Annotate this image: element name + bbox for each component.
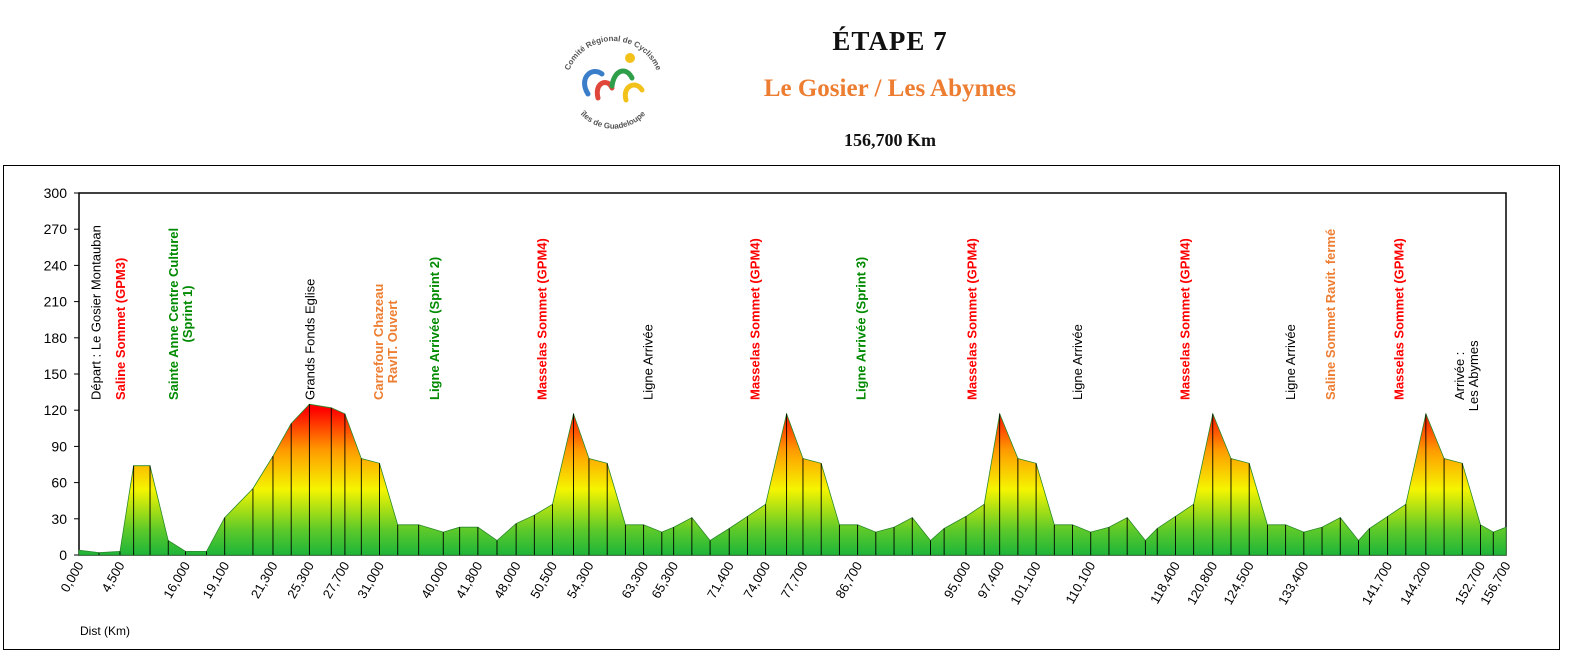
x-tick-label: 120,800 [1184,559,1220,607]
x-tick-label: 77,700 [778,559,811,601]
stage-distance: 156,700 Km [844,130,936,150]
x-tick-label: 71,400 [704,559,737,601]
profile-vertical-lines [98,404,1494,555]
x-tick-label: 133,400 [1275,559,1311,607]
x-tick-label: 86,700 [832,559,865,601]
waypoint-annotation-line: Masselas Sommet (GPM4) [964,238,979,400]
waypoint-annotation: Masselas Sommet (GPM4) [1178,238,1193,400]
waypoint-annotation: Ligne Arrivée [1070,324,1085,400]
x-tick-label: 40,000 [418,559,451,601]
waypoint-annotation-line: Saline Sommet Ravit. fermé [1323,229,1338,400]
waypoint-annotation-line: Carrefour Chazeau [371,284,386,400]
waypoint-annotation-line: Ligne Arrivée (Sprint 2) [427,257,442,400]
x-tick-label: 141,700 [1359,559,1395,607]
waypoint-annotation-line: Masselas Sommet (GPM4) [1392,238,1407,400]
waypoint-annotation: Arrivée : Les Abymes [1452,340,1481,411]
waypoint-annotation: Départ : Le Gosier Montauban [88,225,103,400]
x-tick-label: 74,000 [740,559,773,601]
x-tick-label: 97,400 [974,559,1007,601]
stage-title: ÉTAPE 7 [832,26,948,56]
cycling-committee-logo: Comité Régional de Cyclisme îles de Guad… [563,34,664,131]
waypoint-annotation-line: Grands Fonds Eglise [302,279,317,400]
x-tick-label: 65,300 [648,559,681,601]
y-axis: 0 30 60 90 120 150 180 210 240 270 300 [44,185,79,563]
waypoint-annotation-line: RavIT. Ouvert [385,300,400,384]
x-tick-label: 118,400 [1147,559,1183,606]
waypoint-annotation-line: Ligne Arrivée [1070,324,1085,400]
waypoint-annotation-line: Départ : Le Gosier Montauban [88,225,103,400]
waypoint-annotation-line: Masselas Sommet (GPM4) [1178,238,1193,400]
y-tick-label: 150 [44,366,68,382]
waypoint-annotation-line: Arrivée : [1452,352,1467,400]
x-axis: 0,000 4,500 16,000 19,100 21,300 25,300 27,700… [57,559,1513,607]
waypoint-annotation: Grands Fonds Eglise [302,279,317,400]
y-tick-label: 210 [44,294,68,310]
x-tick-label: 27,700 [320,559,353,601]
x-tick-label: 144,200 [1397,559,1433,607]
x-tick-label: 50,500 [527,559,560,601]
waypoint-annotation-line: (Sprint 1) [180,285,195,342]
y-tick-label: 120 [44,402,68,418]
waypoint-annotation: Saline Sommet (GPM3) [113,258,128,400]
waypoint-annotation: Sainte Anne Centre Culturel (Sprint 1) [166,228,195,400]
waypoint-annotation: Masselas Sommet (GPM4) [748,238,763,400]
waypoint-annotation-line: Les Abymes [1466,340,1481,411]
x-tick-label: 21,300 [248,559,281,601]
y-tick-label: 90 [51,438,67,454]
x-tick-label: 48,000 [491,559,524,601]
profile-chart-frame [3,165,1560,650]
x-axis-label: Dist (Km) [80,624,130,638]
waypoint-annotation-line: Ligne Arrivée [640,324,655,400]
x-tick-label: 25,300 [284,559,317,601]
x-tick-label: 110,100 [1062,559,1098,606]
x-tick-label: 54,300 [564,559,597,601]
x-tick-label: 31,000 [354,559,387,601]
waypoint-annotation: Masselas Sommet (GPM4) [964,238,979,400]
x-tick-label: 63,300 [618,559,651,601]
x-tick-label: 4,500 [98,559,127,595]
waypoint-annotation: Carrefour Chazeau RavIT. Ouvert [371,284,400,400]
waypoint-annotation: Saline Sommet Ravit. fermé [1323,229,1338,400]
waypoint-annotation-line: Ligne Arrivée [1283,324,1298,400]
waypoint-annotation: Ligne Arrivée (Sprint 2) [427,257,442,400]
x-tick-label: 41,800 [453,559,486,601]
waypoint-annotation-line: Ligne Arrivée (Sprint 3) [853,257,868,400]
x-tick-label: 19,100 [199,559,232,601]
waypoint-annotation-line: Saline Sommet (GPM3) [113,258,128,400]
x-tick-label: 16,000 [160,559,193,601]
waypoint-annotation: Masselas Sommet (GPM4) [535,238,550,400]
waypoint-annotation-line: Masselas Sommet (GPM4) [535,238,550,400]
waypoint-annotation: Ligne Arrivée [1283,324,1298,400]
y-tick-label: 0 [59,547,67,563]
stage-route: Le Gosier / Les Abymes [763,75,1017,102]
waypoint-annotation: Ligne Arrivée [640,324,655,400]
y-tick-label: 300 [44,185,68,201]
waypoint-annotation-line: Masselas Sommet (GPM4) [748,238,763,400]
waypoint-annotation-line: Sainte Anne Centre Culturel [166,228,181,400]
waypoint-annotations: Départ : Le Gosier Montauban Saline Somme… [88,225,1481,411]
waypoint-annotation: Masselas Sommet (GPM4) [1392,238,1407,400]
y-tick-label: 60 [51,475,67,491]
y-tick-label: 270 [44,221,68,237]
x-tick-label: 124,500 [1220,559,1256,607]
y-tick-label: 30 [51,511,67,527]
y-tick-label: 180 [44,330,68,346]
y-tick-label: 240 [44,257,68,273]
waypoint-annotation: Ligne Arrivée (Sprint 3) [853,257,868,400]
x-tick-label: 0,000 [57,559,86,595]
x-tick-label: 95,000 [941,559,974,601]
x-tick-label: 101,100 [1007,559,1043,607]
